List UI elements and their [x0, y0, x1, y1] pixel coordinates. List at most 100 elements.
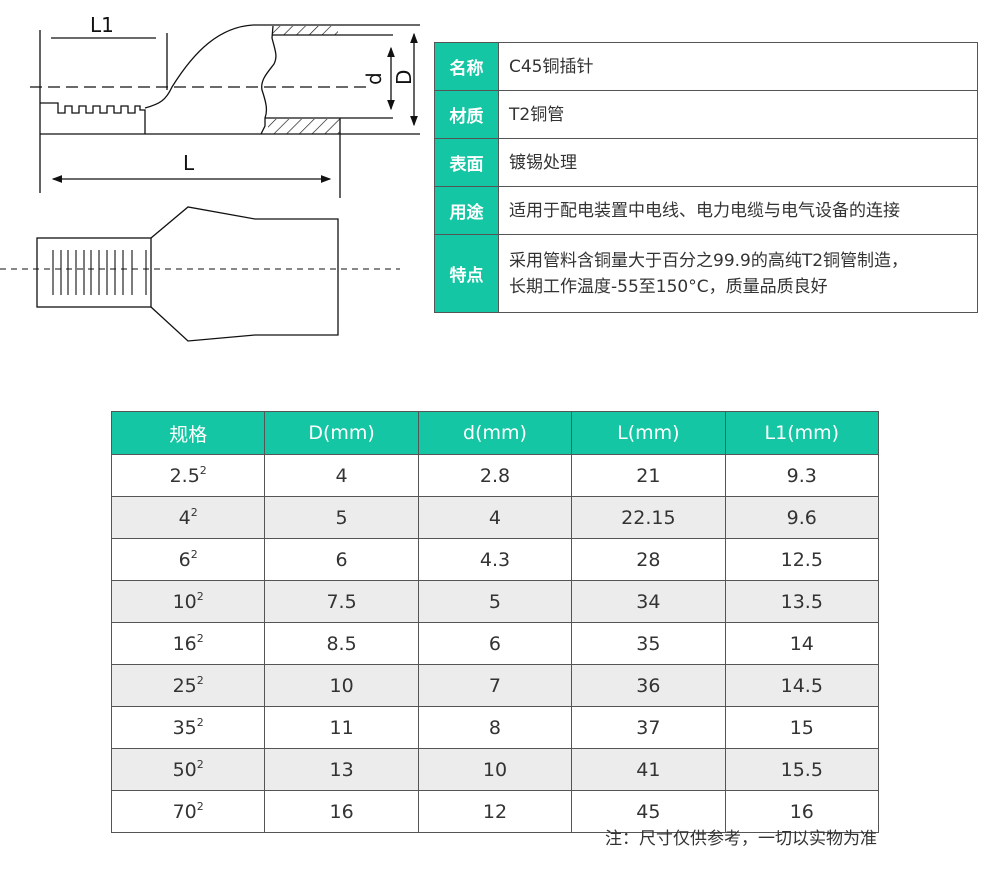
l-label: L [183, 151, 195, 175]
spec-key: 材质 [434, 90, 499, 139]
outline-view [0, 206, 400, 342]
cell-value: 9.6 [786, 506, 817, 529]
cell-value: 15.5 [780, 758, 823, 781]
cell-value: 7 [488, 674, 502, 697]
square-superscript: 2 [196, 800, 204, 813]
square-superscript: 2 [196, 590, 204, 603]
spec-row-surface: 表面 镀锡处理 [434, 138, 978, 187]
cell-value: 14 [789, 632, 814, 655]
spec-value-line: 采用管料含铜量大于百分之99.9的高纯T2铜管制造， [509, 250, 909, 271]
cell-value: 12.5 [780, 548, 823, 571]
table-cell: 42 [110, 496, 266, 539]
table-cell: 9.6 [724, 496, 880, 539]
cell-value: 22.15 [621, 506, 676, 529]
cell-value: 25 [172, 675, 197, 697]
table-cell: 11 [264, 706, 419, 749]
cell-value: 6 [178, 549, 191, 571]
table-row: 42 5 4 22.15 9.6 [110, 496, 880, 539]
cell-value: 12 [482, 800, 508, 823]
spec-value: C45铜插针 [498, 42, 978, 91]
spec-value: 镀锡处理 [498, 138, 978, 187]
table-cell: 21 [571, 454, 726, 497]
d-large-label: D [392, 70, 416, 85]
cell-value: 4 [488, 506, 502, 529]
table-row: 102 7.5 5 34 13.5 [110, 580, 880, 623]
table-cell: 702 [110, 790, 266, 833]
table-cell: 352 [110, 706, 266, 749]
square-superscript: 2 [196, 632, 204, 645]
spec-value: 适用于配电装置中电线、电力电缆与电气设备的连接 [498, 186, 978, 235]
table-cell: 62 [110, 538, 266, 581]
table-cell: 8.5 [264, 622, 419, 665]
column-header: L(mm) [571, 411, 726, 455]
table-cell: 22.15 [571, 496, 726, 539]
cell-value: 28 [636, 548, 661, 571]
spec-row-name: 名称 C45铜插针 [434, 42, 978, 91]
table-cell: 15 [724, 706, 880, 749]
table-row: 352 11 8 37 15 [110, 706, 880, 749]
table-cell: 15.5 [724, 748, 880, 791]
spec-key: 特点 [434, 234, 499, 313]
d-small-label: d [362, 72, 386, 85]
table-cell: 9.3 [724, 454, 880, 497]
cell-value: 4 [178, 507, 191, 529]
column-header: L1(mm) [724, 411, 880, 455]
cell-value: 45 [636, 800, 661, 823]
table-cell: 34 [571, 580, 726, 623]
disclaimer-note: 注：尺寸仅供参考，一切以实物为准 [605, 829, 877, 849]
table-row: 62 6 4.3 28 12.5 [110, 538, 880, 581]
table-cell: 6 [417, 622, 573, 665]
cell-value: 21 [636, 464, 661, 487]
pin-terminal-diagram: L1 L d D [0, 13, 420, 342]
cell-value: 34 [636, 590, 661, 613]
table-cell: 2.52 [110, 454, 266, 497]
cell-value: 6 [488, 632, 502, 655]
cell-value: 16 [329, 800, 354, 823]
table-cell: 102 [110, 580, 266, 623]
cell-value: 2.5 [169, 465, 200, 487]
cell-value: 41 [636, 758, 661, 781]
table-row: 502 13 10 41 15.5 [110, 748, 880, 791]
cell-value: 10 [172, 591, 197, 613]
cell-value: 35 [636, 632, 661, 655]
table-cell: 37 [571, 706, 726, 749]
spec-row-material: 材质 T2铜管 [434, 90, 978, 139]
table-cell: 4 [264, 454, 419, 497]
spec-key: 名称 [434, 42, 499, 91]
cell-value: 11 [329, 716, 354, 739]
table-cell: 2.8 [417, 454, 573, 497]
cell-value: 7.5 [326, 590, 357, 613]
size-table: 规格 D(mm) d(mm) L(mm) L1(mm) 2.52 4 2.8 21 9.3 42 5… [110, 411, 880, 833]
table-cell: 28 [571, 538, 726, 581]
cell-value: 13 [329, 758, 354, 781]
square-superscript: 2 [196, 758, 204, 771]
cell-value: 2.8 [479, 464, 511, 487]
square-superscript: 2 [196, 674, 204, 687]
cell-value: 50 [172, 759, 197, 781]
table-cell: 4.3 [417, 538, 573, 581]
cell-value: 70 [172, 801, 197, 823]
table-row: 2.52 4 2.8 21 9.3 [110, 454, 880, 497]
table-cell: 35 [571, 622, 726, 665]
table-cell: 12.5 [724, 538, 880, 581]
cell-value: 4 [335, 464, 348, 487]
l1-label: L1 [90, 13, 114, 37]
cell-value: 6 [335, 548, 348, 571]
table-cell: 16 [724, 790, 880, 833]
cell-value: 5 [488, 590, 502, 613]
table-cell: 13.5 [724, 580, 880, 623]
spec-key: 用途 [434, 186, 499, 235]
table-cell: 41 [571, 748, 726, 791]
table-cell: 7 [417, 664, 573, 707]
cell-value: 35 [172, 717, 197, 739]
cell-value: 14.5 [780, 674, 823, 697]
square-superscript: 2 [190, 506, 198, 519]
square-superscript: 2 [199, 464, 207, 477]
table-cell: 6 [264, 538, 419, 581]
cell-value: 15 [789, 716, 814, 739]
table-row: 702 16 12 45 16 [110, 790, 880, 833]
square-superscript: 2 [190, 548, 198, 561]
cell-value: 10 [329, 674, 354, 697]
table-cell: 13 [264, 748, 419, 791]
table-row: 162 8.5 6 35 14 [110, 622, 880, 665]
